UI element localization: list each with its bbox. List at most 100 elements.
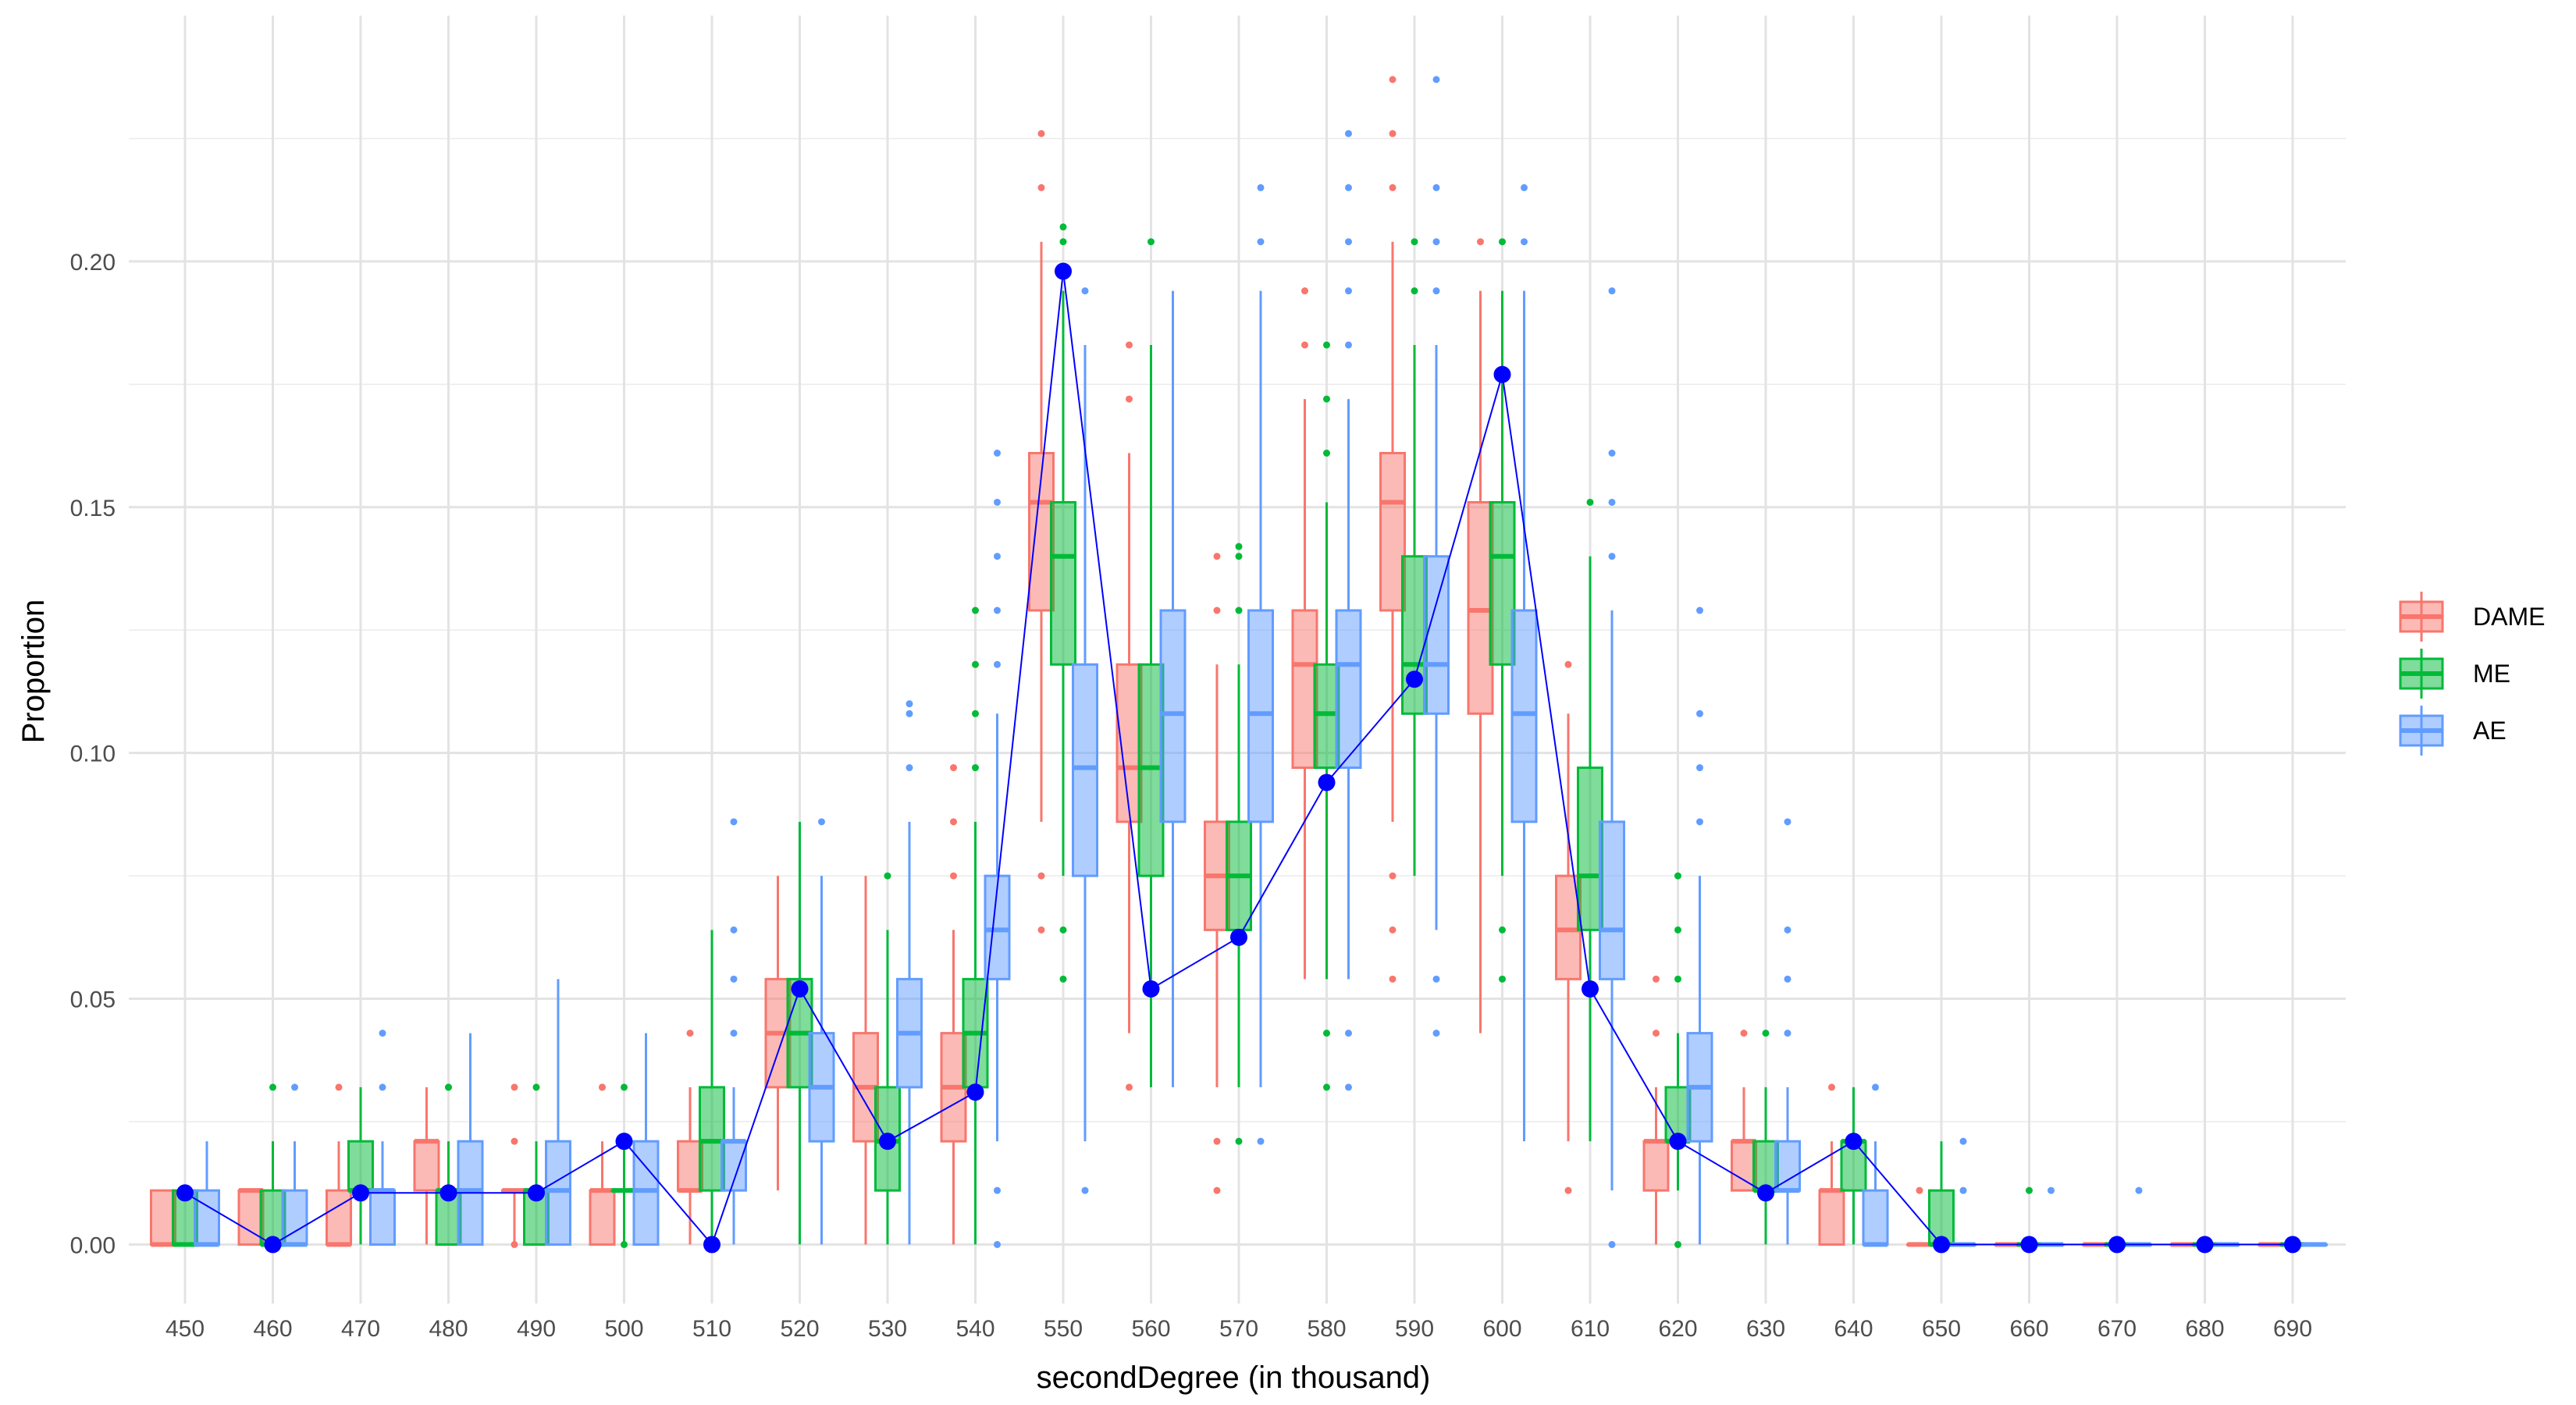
x-axis-title: secondDegree (in thousand): [1037, 1361, 1431, 1395]
box-me-480: [435, 1083, 462, 1246]
outlier-point: [335, 1083, 343, 1091]
line-point: [176, 1184, 194, 1202]
line-point: [1933, 1236, 1950, 1254]
outlier-point: [994, 1186, 1001, 1194]
box-me-540: [962, 606, 989, 1245]
outlier-point: [1345, 238, 1352, 246]
legend-item-ae: AE: [2399, 706, 2507, 756]
x-tick-label: 640: [1834, 1316, 1873, 1342]
box-dame-570: [1204, 553, 1230, 1194]
outlier-point: [1477, 238, 1484, 246]
box-body: [1599, 820, 1625, 980]
box-dame-560: [1115, 341, 1143, 1091]
line-point: [1845, 1133, 1863, 1151]
box-ae-570: [1247, 183, 1274, 1145]
outlier-point: [730, 1030, 738, 1037]
x-tick-label: 460: [253, 1316, 292, 1342]
y-tick-label: 0.00: [70, 1232, 116, 1258]
box-ae-640: [1862, 1083, 1889, 1247]
y-tick-label: 0.05: [70, 987, 116, 1013]
outlier-point: [1323, 1083, 1330, 1091]
box-body: [1247, 609, 1274, 823]
box-body: [326, 1189, 352, 1246]
outlier-point: [1564, 660, 1572, 668]
outlier-point: [884, 872, 891, 880]
box-dame-470: [326, 1083, 352, 1247]
box-me-580: [1313, 341, 1340, 1091]
outlier-point: [1257, 1137, 1265, 1145]
outlier-point: [1323, 1030, 1330, 1037]
outlier-point: [2048, 1186, 2055, 1194]
outlier-point: [1762, 1030, 1770, 1037]
outlier-point: [1389, 76, 1397, 84]
box-body: [699, 1086, 725, 1192]
outlier-point: [1037, 872, 1045, 880]
outlier-point: [1235, 1137, 1243, 1145]
outlier-point: [1674, 1240, 1681, 1248]
box-me-600: [1489, 238, 1516, 983]
box-body: [1510, 609, 1538, 823]
box-me-570: [1226, 542, 1252, 1145]
outlier-point: [1345, 130, 1352, 137]
legend-label: ME: [2473, 660, 2510, 688]
outlier-point: [994, 606, 1001, 614]
outlier-point: [994, 1240, 1001, 1248]
outlier-point: [1037, 183, 1045, 191]
outlier-point: [1081, 287, 1089, 295]
outlier-point: [1235, 606, 1243, 614]
outlier-point: [1235, 553, 1243, 560]
outlier-point: [599, 1083, 606, 1091]
box-me-520: [786, 821, 813, 1245]
legend-item-dame: DAME: [2399, 592, 2545, 642]
outlier-point: [1959, 1186, 1967, 1194]
outlier-point: [1389, 130, 1397, 137]
outlier-point: [1126, 395, 1133, 403]
box-dame-640: [1818, 1083, 1845, 1246]
box-ae-540: [984, 449, 1011, 1248]
outlier-point: [1696, 710, 1703, 717]
box-dame-480: [413, 1087, 440, 1245]
outlier-point: [1586, 498, 1594, 506]
outlier-point: [1323, 341, 1330, 349]
line-point: [1142, 980, 1160, 998]
outlier-point: [1916, 1186, 1923, 1194]
box-ae-630: [1774, 818, 1801, 1245]
box-body: [720, 1140, 747, 1192]
outlier-point: [1059, 238, 1067, 246]
outlier-point: [818, 818, 825, 826]
line-point: [703, 1236, 720, 1254]
box-ae-500: [632, 1033, 660, 1246]
outlier-point: [379, 1030, 386, 1037]
outlier-point: [1411, 287, 1418, 295]
line-point: [528, 1184, 545, 1202]
outlier-point: [2135, 1186, 2143, 1194]
outlier-point: [1213, 1137, 1221, 1145]
box-body: [194, 1189, 220, 1246]
box-ae-460: [281, 1083, 308, 1247]
box-body: [545, 1140, 571, 1246]
box-ae-590: [1423, 76, 1450, 1037]
x-axis: 450 460 470 480 490 500 510 520 530 540 550 560 570 5…: [165, 1316, 2312, 1342]
legend: DAME ME AE: [2399, 592, 2545, 756]
box-ae-450: [194, 1141, 220, 1247]
box-me-650: [1928, 1141, 1955, 1247]
legend-label: DAME: [2473, 603, 2545, 631]
outlier-point: [972, 764, 979, 772]
line-point: [439, 1184, 457, 1202]
outlier-point: [1653, 1030, 1660, 1037]
outlier-point: [1345, 183, 1352, 191]
line-point: [1318, 774, 1336, 791]
outlier-point: [906, 710, 913, 717]
x-tick-label: 580: [1307, 1316, 1346, 1342]
box-dame-450: [150, 1189, 176, 1247]
box-body: [1489, 500, 1516, 666]
outlier-point: [1235, 542, 1243, 550]
y-axis-title: Proportion: [16, 599, 51, 744]
outlier-point: [994, 449, 1001, 457]
outlier-point: [1081, 1186, 1089, 1194]
outlier-point: [730, 926, 738, 934]
outlier-point: [1432, 1030, 1440, 1037]
outlier-point: [972, 660, 979, 668]
outlier-point: [1389, 183, 1397, 191]
